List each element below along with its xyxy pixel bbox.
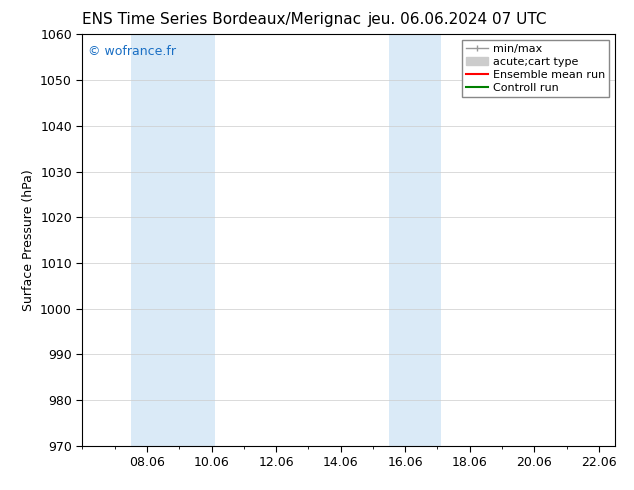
Y-axis label: Surface Pressure (hPa): Surface Pressure (hPa) — [22, 169, 35, 311]
Bar — [195, 34, 215, 446]
Bar — [422, 34, 441, 446]
Text: © wofrance.fr: © wofrance.fr — [87, 45, 176, 58]
Text: jeu. 06.06.2024 07 UTC: jeu. 06.06.2024 07 UTC — [368, 12, 547, 27]
Bar — [389, 34, 422, 446]
Bar — [131, 34, 195, 446]
Legend: min/max, acute;cart type, Ensemble mean run, Controll run: min/max, acute;cart type, Ensemble mean … — [462, 40, 609, 97]
Text: ENS Time Series Bordeaux/Merignac: ENS Time Series Bordeaux/Merignac — [82, 12, 361, 27]
